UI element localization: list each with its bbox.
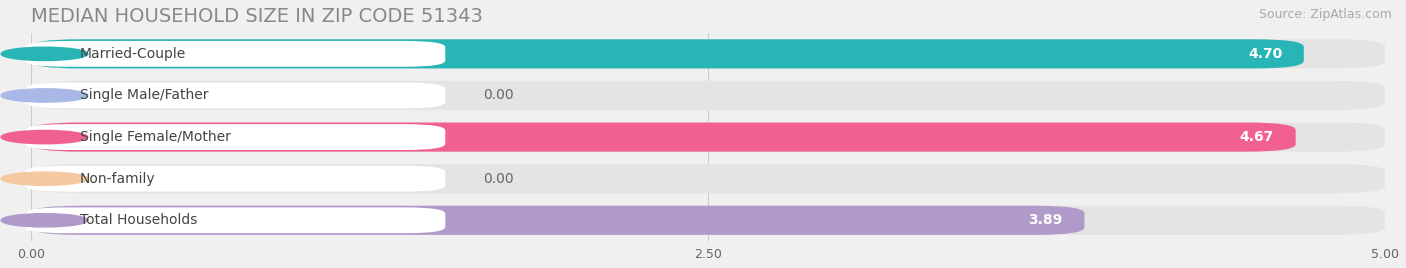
FancyBboxPatch shape bbox=[31, 206, 1084, 235]
Text: 0.00: 0.00 bbox=[484, 172, 513, 186]
FancyBboxPatch shape bbox=[31, 122, 1385, 152]
FancyBboxPatch shape bbox=[25, 83, 446, 108]
FancyBboxPatch shape bbox=[25, 207, 446, 233]
FancyBboxPatch shape bbox=[31, 81, 1385, 110]
Circle shape bbox=[1, 172, 87, 185]
Text: 3.89: 3.89 bbox=[1029, 213, 1063, 227]
FancyBboxPatch shape bbox=[31, 206, 1385, 235]
Circle shape bbox=[1, 131, 87, 144]
Circle shape bbox=[1, 47, 87, 61]
FancyBboxPatch shape bbox=[25, 124, 446, 150]
Text: MEDIAN HOUSEHOLD SIZE IN ZIP CODE 51343: MEDIAN HOUSEHOLD SIZE IN ZIP CODE 51343 bbox=[31, 7, 482, 26]
Text: Single Female/Mother: Single Female/Mother bbox=[80, 130, 231, 144]
Text: 4.67: 4.67 bbox=[1240, 130, 1274, 144]
FancyBboxPatch shape bbox=[31, 164, 1385, 193]
Text: 0.00: 0.00 bbox=[484, 88, 513, 102]
Text: Source: ZipAtlas.com: Source: ZipAtlas.com bbox=[1258, 8, 1392, 21]
Text: Total Households: Total Households bbox=[80, 213, 197, 227]
Circle shape bbox=[1, 89, 87, 102]
Text: Non-family: Non-family bbox=[80, 172, 155, 186]
Text: Single Male/Father: Single Male/Father bbox=[80, 88, 208, 102]
FancyBboxPatch shape bbox=[25, 41, 446, 67]
FancyBboxPatch shape bbox=[31, 39, 1385, 68]
FancyBboxPatch shape bbox=[31, 39, 1303, 68]
FancyBboxPatch shape bbox=[31, 122, 1296, 152]
Circle shape bbox=[1, 214, 87, 227]
Text: 4.70: 4.70 bbox=[1249, 47, 1282, 61]
FancyBboxPatch shape bbox=[25, 166, 446, 192]
Text: Married-Couple: Married-Couple bbox=[80, 47, 186, 61]
